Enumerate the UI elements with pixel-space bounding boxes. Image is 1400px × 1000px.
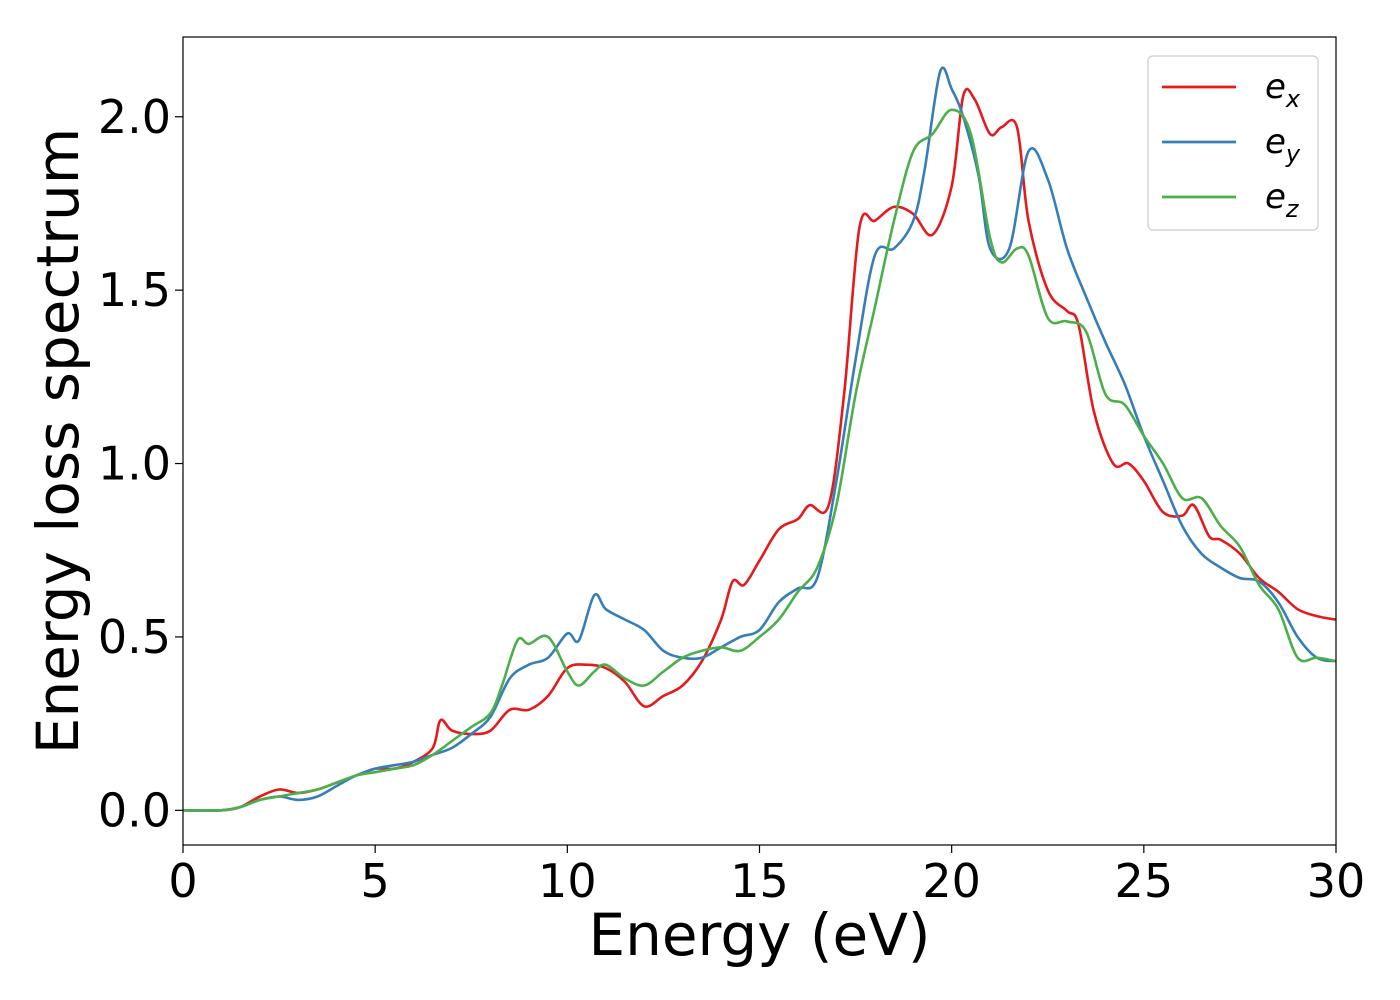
x-tick-label: 20 [922,854,981,908]
legend-label: ex [1265,67,1301,113]
series-line-z [183,108,1336,812]
y-tick-label: 1.5 [98,263,171,317]
legend-item-y: ey [1162,122,1301,168]
series-layer [183,66,1336,812]
x-axis: 0 5 10 15 20 25 30 [168,845,1365,908]
x-tick-label: 15 [730,854,789,908]
legend-label: ez [1265,177,1300,223]
y-tick-label: 2.0 [98,90,171,144]
y-axis: 0.0 0.5 1.0 1.5 2.0 [98,90,183,837]
x-tick-label: 10 [538,854,597,908]
x-tick-label: 25 [1115,854,1174,908]
x-tick-label: 0 [168,854,197,908]
x-tick-label: 5 [361,854,390,908]
legend-item-z: ez [1162,177,1300,223]
series-line-y [183,66,1336,812]
legend: ex ey ez [1147,55,1319,231]
legend-label: ey [1265,122,1301,168]
y-axis-title: Energy loss spectrum [24,128,92,754]
y-tick-label: 1.0 [98,437,171,491]
legend-item-x: ex [1162,67,1301,113]
y-tick-label: 0.5 [98,610,171,664]
x-axis-title: Energy (eV) [588,901,930,969]
y-tick-label: 0.0 [98,783,171,837]
x-tick-label: 30 [1307,854,1366,908]
